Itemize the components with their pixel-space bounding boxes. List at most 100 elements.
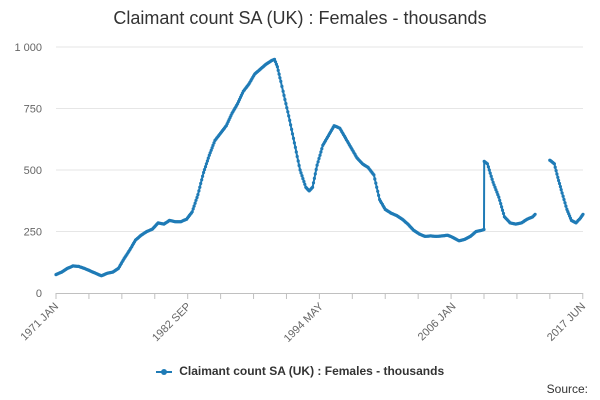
data-point[interactable] [552,162,557,166]
data-point[interactable] [210,146,214,150]
data-point[interactable] [312,176,316,180]
data-point[interactable] [374,181,378,185]
data-point[interactable] [482,227,486,232]
data-point[interactable] [205,159,209,163]
data-point[interactable] [318,153,322,157]
data-point[interactable] [278,76,282,80]
data-point[interactable] [285,106,289,110]
data-point[interactable] [279,79,283,83]
data-point[interactable] [196,193,200,197]
data-point[interactable] [556,175,560,179]
data-point[interactable] [495,190,499,194]
data-point[interactable] [207,153,211,157]
data-point[interactable] [555,172,559,176]
data-point[interactable] [286,110,290,114]
data-point[interactable] [498,198,502,202]
data-point[interactable] [297,163,301,168]
data-point[interactable] [497,195,501,199]
data-point[interactable] [313,172,317,176]
data-point[interactable] [500,205,504,209]
data-point[interactable] [193,201,197,205]
data-point[interactable] [195,195,199,200]
data-point[interactable] [562,197,566,202]
data-point[interactable] [290,127,294,131]
data-point[interactable] [209,148,213,152]
data-point[interactable] [202,170,206,175]
data-point[interactable] [288,118,292,122]
data-point[interactable] [274,62,278,66]
data-point[interactable] [192,204,196,208]
data-point[interactable] [559,188,563,192]
data-point[interactable] [280,84,284,88]
data-point[interactable] [557,178,561,183]
data-point[interactable] [201,174,205,178]
data-point[interactable] [299,171,303,175]
legend[interactable]: Claimant count SA (UK) : Females - thous… [0,364,600,378]
data-point[interactable] [564,204,568,208]
data-point[interactable] [558,185,563,189]
data-point[interactable] [317,156,321,161]
data-point[interactable] [289,123,293,127]
data-point[interactable] [486,165,490,169]
data-point[interactable] [373,177,377,181]
data-point[interactable] [272,57,277,61]
data-point[interactable] [212,141,216,145]
data-point[interactable] [204,162,208,166]
data-point[interactable] [493,185,497,189]
data-point[interactable] [557,181,562,186]
data-point[interactable] [277,72,281,76]
data-point[interactable] [375,185,379,189]
data-point[interactable] [198,185,202,189]
data-point[interactable] [200,178,204,182]
data-point[interactable] [581,212,585,216]
data-point[interactable] [492,183,496,187]
data-point[interactable] [287,114,291,118]
data-point[interactable] [298,168,302,172]
data-point[interactable] [206,156,210,160]
data-point[interactable] [282,93,286,97]
data-point[interactable] [553,165,557,169]
data-point[interactable] [487,168,491,172]
data-point[interactable] [199,181,203,186]
data-point[interactable] [273,60,278,64]
data-point[interactable] [296,159,300,163]
data-point[interactable] [284,102,288,106]
data-point[interactable] [314,167,318,172]
data-point[interactable] [293,145,297,149]
data-point[interactable] [320,147,324,151]
data-point[interactable] [315,163,319,167]
data-point[interactable] [290,132,295,136]
data-point[interactable] [554,169,558,173]
data-point[interactable] [494,188,498,192]
data-point[interactable] [300,174,304,178]
data-point[interactable] [291,136,296,140]
data-point[interactable] [211,143,215,147]
data-point[interactable] [485,162,489,166]
data-point[interactable] [283,97,287,102]
data-point[interactable] [533,212,537,216]
data-point[interactable] [311,185,315,189]
data-point[interactable] [372,173,376,177]
data-point[interactable] [301,177,305,181]
data-point[interactable] [202,168,207,172]
data-point[interactable] [319,150,323,154]
data-point[interactable] [499,202,503,206]
data-point[interactable] [561,194,565,198]
data-point[interactable] [500,208,505,212]
data-point[interactable] [276,68,280,72]
data-point[interactable] [292,141,296,145]
data-point[interactable] [488,171,492,175]
data-point[interactable] [501,211,506,216]
data-point[interactable] [197,189,201,193]
data-point[interactable] [208,151,212,155]
data-point[interactable] [560,191,564,195]
data-point[interactable] [377,193,381,197]
data-point[interactable] [194,198,198,202]
data-point[interactable] [303,182,307,186]
data-point[interactable] [311,181,316,185]
data-point[interactable] [302,179,306,184]
data-point[interactable] [491,180,495,184]
data-point[interactable] [281,89,285,93]
data-point[interactable] [489,174,493,178]
data-point[interactable] [376,189,380,193]
